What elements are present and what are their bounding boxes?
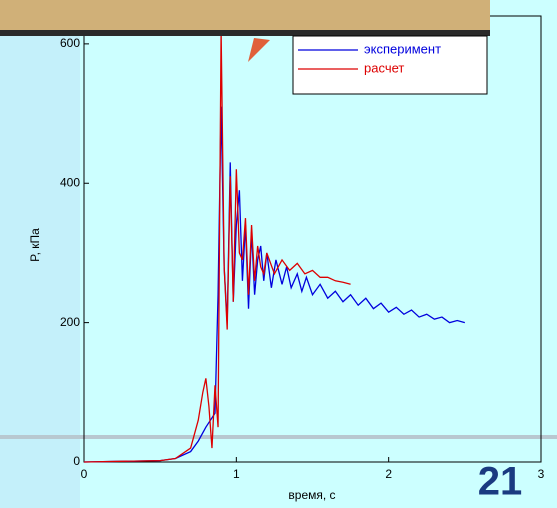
slide-number: 21: [478, 460, 523, 504]
legend-label: эксперимент: [364, 41, 441, 56]
y-tick-label: 0: [73, 454, 80, 468]
y-tick-label: 400: [60, 175, 80, 189]
y-tick-label: 200: [60, 315, 80, 329]
legend: [292, 35, 488, 95]
y-tick-label: 600: [60, 36, 80, 50]
x-tick-label: 3: [538, 467, 545, 481]
legend-label: расчет: [364, 60, 404, 75]
arrow: [248, 38, 270, 62]
x-tick-label: 0: [81, 467, 88, 481]
x-tick-label: 2: [385, 467, 392, 481]
x-axis-label: время, с: [288, 488, 335, 502]
side-panel: [0, 0, 80, 508]
y-axis-label: P, кПа: [28, 228, 42, 262]
data-line: [83, 29, 351, 463]
banner-edge: [0, 30, 490, 36]
x-tick-label: 1: [233, 467, 240, 481]
